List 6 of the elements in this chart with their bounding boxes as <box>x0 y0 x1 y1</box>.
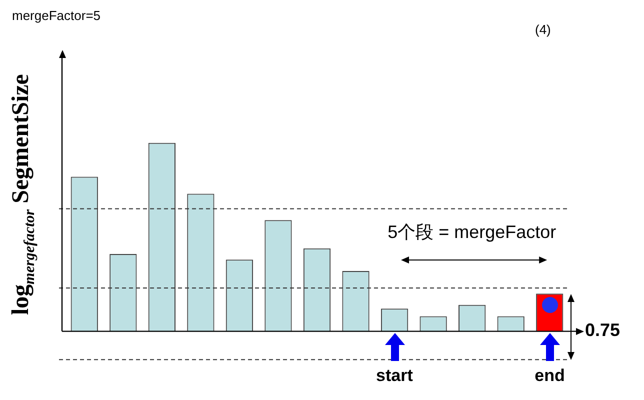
text: mergeFactor=5 <box>12 8 101 23</box>
text: end <box>534 366 565 386</box>
text: start <box>376 366 413 386</box>
annotation: 5个段 = mergeFactor <box>388 221 556 244</box>
text: 0.75 <box>585 320 620 342</box>
text: (4) <box>535 22 551 37</box>
